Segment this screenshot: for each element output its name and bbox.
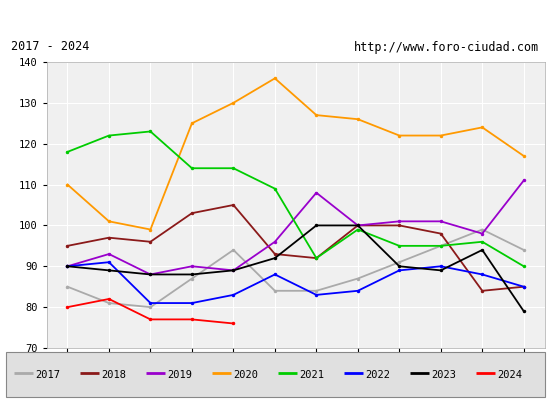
Text: 2019: 2019 [168, 370, 192, 380]
Text: 2022: 2022 [366, 370, 390, 380]
Text: Evolucion del paro registrado en Vallromanes: Evolucion del paro registrado en Vallrom… [74, 8, 476, 24]
Text: http://www.foro-ciudad.com: http://www.foro-ciudad.com [354, 40, 539, 54]
FancyBboxPatch shape [6, 352, 544, 398]
Text: 2023: 2023 [432, 370, 456, 380]
Text: 2020: 2020 [234, 370, 258, 380]
Text: 2018: 2018 [102, 370, 126, 380]
Text: 2017 - 2024: 2017 - 2024 [11, 40, 89, 54]
Text: 2024: 2024 [498, 370, 522, 380]
Text: 2021: 2021 [300, 370, 324, 380]
Text: 2017: 2017 [36, 370, 60, 380]
